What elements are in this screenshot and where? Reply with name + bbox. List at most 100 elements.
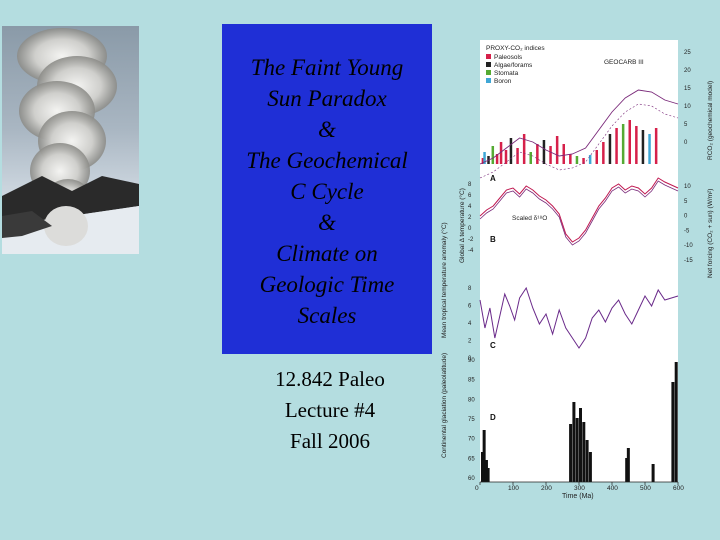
glaciation-tick-label: 60: [468, 476, 475, 482]
proxy-co2-bar: [536, 144, 539, 164]
rco2-axis-label: RCO₂ (geochemical model): [707, 81, 714, 160]
glaciation-bar: [674, 362, 678, 482]
scaled-d18o-line: [479, 180, 679, 246]
tropical-tick-label: 8: [468, 286, 472, 292]
proxy-co2-bar: [582, 158, 585, 164]
forcing-tick-label: 5: [684, 199, 688, 205]
title-line: The Faint Young: [250, 55, 404, 80]
x-tick-label: 300: [574, 485, 585, 492]
geocarb-error-line: [479, 103, 679, 179]
glaciation-bar: [651, 464, 655, 482]
proxy-co2-bar: [504, 150, 508, 164]
panel-letter-d: D: [490, 413, 496, 422]
proxy-co2-bar: [615, 128, 618, 164]
global-temp-axis-label: Global Δ temperature (°C): [458, 188, 466, 263]
forcing-tick-label: -15: [684, 258, 693, 264]
title-line: Climate on: [276, 241, 378, 266]
glaciation-bar: [625, 458, 629, 482]
title-box: The Faint Young Sun Paradox & The Geoche…: [222, 24, 432, 354]
glaciation-tick-label: 90: [468, 358, 475, 364]
tropical-tick-label: 2: [468, 339, 472, 345]
temp-tick-label: 4: [468, 204, 472, 210]
glaciation-bar: [482, 430, 486, 482]
tropical-tick-label: 0: [468, 356, 472, 362]
title-line: &: [318, 210, 336, 235]
glaciation-bar: [585, 440, 589, 482]
forcing-tick-label: 10: [684, 184, 691, 190]
net-forcing-axis-label: Net forcing (CO₂ + sun) (W/m²): [707, 189, 714, 278]
proxy-co2-bar: [555, 136, 559, 164]
tropical-temp-axis-label: Mean tropical temperature anomaly (°C): [440, 222, 448, 338]
rco2-tick-label: 25: [684, 50, 691, 56]
rco2-tick-label: 5: [684, 122, 688, 128]
proxy-co2-bar: [602, 142, 605, 164]
scaled-d18o-label: Scaled δ¹⁸O: [512, 215, 547, 222]
temp-tick-label: 8: [468, 182, 472, 188]
forcing-tick-label: -10: [684, 243, 693, 249]
title-line: &: [318, 117, 336, 142]
legend-swatch: [486, 70, 491, 75]
title-line: Sun Paradox: [267, 86, 387, 111]
x-tick-label: 400: [607, 485, 618, 492]
lecture-number: Lecture #4: [284, 398, 376, 422]
legend-label: Stomata: [494, 70, 519, 77]
temp-tick-label: 2: [468, 215, 472, 221]
x-tick-label: 500: [640, 485, 651, 492]
course-label: 12.842 Paleo: [275, 367, 385, 391]
plume-drawing: [2, 28, 139, 254]
forcing-tick-label: 0: [684, 214, 688, 220]
glaciation-bar: [569, 424, 573, 482]
proxy-co2-bar: [654, 128, 658, 164]
legend-label: Paleosols: [494, 54, 523, 61]
x-tick-label: 100: [508, 485, 519, 492]
proxy-co2-bar: [641, 130, 645, 164]
glaciation-axis-label: Continental glaciation (paleolatitude): [441, 353, 448, 458]
proxy-co2-bar: [481, 158, 485, 164]
glaciation-bar: [588, 452, 592, 482]
forcing-tick-label: -5: [684, 228, 690, 234]
rco2-tick-label: 20: [684, 68, 691, 74]
rco2-tick-label: 0: [684, 140, 688, 146]
proxy-co2-bar: [608, 134, 612, 164]
x-tick-label: 200: [541, 485, 552, 492]
geocarb-model-line: [479, 89, 679, 165]
title-line: The Geochemical: [246, 148, 408, 173]
proxy-co2-bar: [635, 126, 638, 164]
title-line: Geologic Time: [259, 272, 395, 297]
glaciation-tick-label: 65: [468, 456, 475, 462]
glaciation-tick-label: 85: [468, 378, 475, 384]
glaciation-tick-label: 80: [468, 397, 475, 403]
proxy-co2-bar: [522, 134, 526, 164]
glaciation-bar: [572, 402, 576, 482]
proxy-co2-bar: [595, 150, 598, 164]
proxy-co2-bar: [628, 120, 631, 164]
proxy-co2-bar: [575, 156, 579, 164]
proxy-co2-bar: [491, 146, 495, 164]
proxy-co2-bar: [509, 138, 513, 164]
proxy-co2-bar: [495, 154, 499, 164]
legend-swatch: [486, 54, 491, 59]
x-tick-label: 0: [475, 485, 479, 492]
proxy-co2-bar: [483, 152, 486, 164]
panel-letter-a: A: [490, 174, 496, 183]
legend-title: PROXY-CO₂ indices: [486, 45, 545, 52]
x-tick-label: 600: [673, 485, 684, 492]
glaciation-bar: [579, 408, 582, 482]
glaciation-tick-label: 70: [468, 437, 475, 443]
temp-tick-label: 6: [468, 193, 472, 199]
volcano-plume-photo: [2, 26, 139, 254]
glaciation-bar: [575, 418, 579, 482]
title-line: Scales: [297, 303, 357, 328]
legend-label: Algae/forams: [494, 62, 533, 69]
title-line: C Cycle: [290, 179, 364, 204]
term-label: Fall 2006: [290, 429, 370, 453]
proxy-co2-bar: [516, 148, 519, 164]
tropical-temp-line: [479, 286, 679, 349]
tropical-tick-label: 4: [468, 321, 472, 327]
panel-letter-c: C: [490, 341, 496, 350]
proxy-co2-bar: [529, 152, 532, 164]
temp-tick-label: -4: [468, 248, 474, 254]
global-temp-line: [479, 177, 679, 243]
geocarb-label: GEOCARB III: [604, 59, 644, 66]
legend-label: Boron: [494, 78, 512, 85]
